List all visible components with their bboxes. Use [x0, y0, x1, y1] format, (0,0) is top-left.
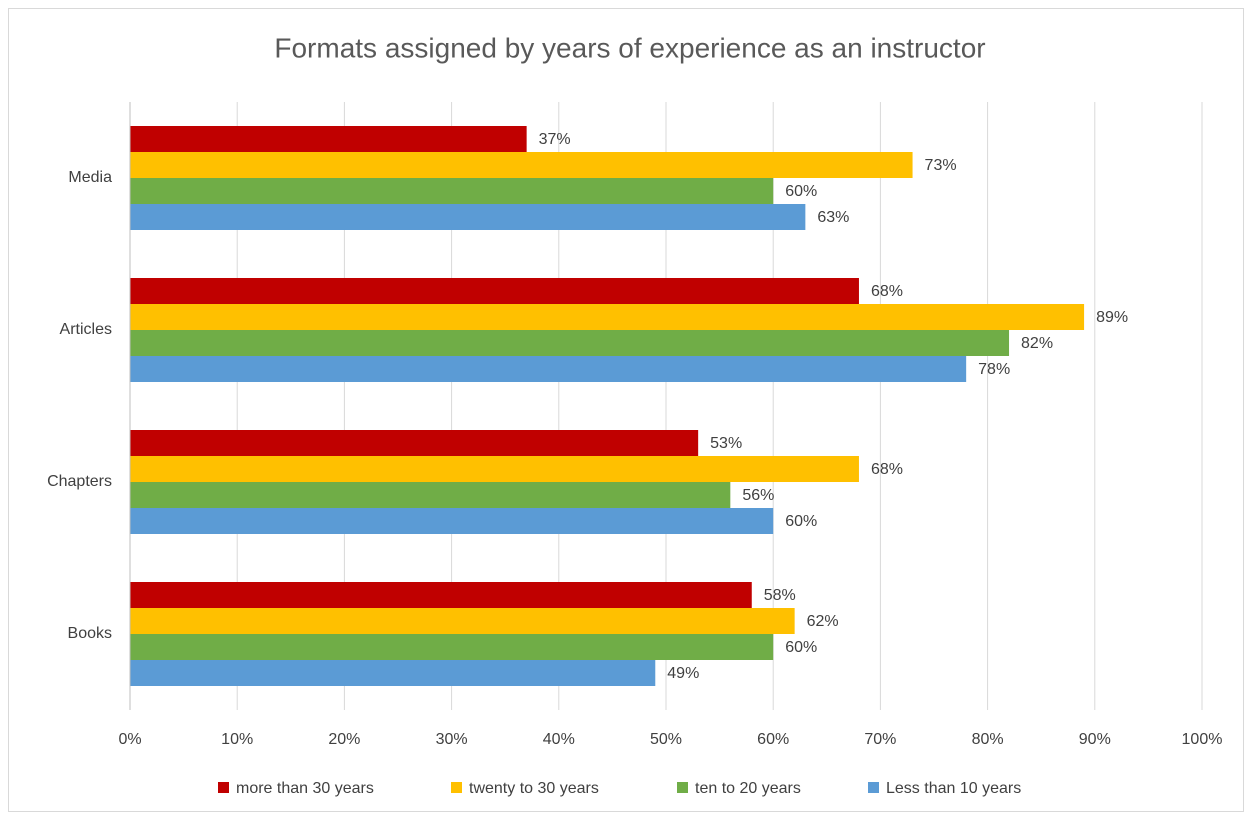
bar — [130, 582, 752, 608]
bar — [130, 508, 774, 534]
legend-label: Less than 10 years — [886, 780, 1021, 797]
legend-swatch — [451, 782, 462, 793]
y-tick-label: Articles — [60, 321, 112, 338]
bar — [130, 178, 774, 204]
bar — [130, 304, 1085, 330]
bar — [130, 660, 656, 686]
data-label: 60% — [785, 639, 817, 656]
data-label: 62% — [807, 613, 839, 630]
data-label: 68% — [871, 461, 903, 478]
data-label: 68% — [871, 283, 903, 300]
data-label: 58% — [764, 587, 796, 604]
bar — [130, 456, 859, 482]
x-tick-label: 20% — [328, 731, 360, 748]
bar — [130, 152, 913, 178]
x-tick-label: 70% — [864, 731, 896, 748]
bar — [130, 204, 806, 230]
data-label: 73% — [925, 157, 957, 174]
x-tick-label: 90% — [1079, 731, 1111, 748]
data-label: 89% — [1096, 309, 1128, 326]
x-tick-label: 50% — [650, 731, 682, 748]
data-label: 56% — [742, 487, 774, 504]
bar — [130, 278, 859, 304]
data-label: 78% — [978, 361, 1010, 378]
legend-swatch — [677, 782, 688, 793]
data-label: 37% — [539, 131, 571, 148]
bar — [130, 126, 527, 152]
x-tick-label: 40% — [543, 731, 575, 748]
chart-title: Formats assigned by years of experience … — [274, 32, 985, 63]
legend-swatch — [218, 782, 229, 793]
x-tick-label: 0% — [118, 731, 141, 748]
x-tick-label: 80% — [972, 731, 1004, 748]
data-label: 49% — [667, 665, 699, 682]
bar — [130, 634, 774, 660]
y-tick-label: Media — [68, 169, 112, 186]
x-tick-label: 60% — [757, 731, 789, 748]
y-tick-label: Books — [68, 625, 112, 642]
x-tick-label: 10% — [221, 731, 253, 748]
legend-label: twenty to 30 years — [469, 780, 599, 797]
data-label: 60% — [785, 513, 817, 530]
legend-swatch — [868, 782, 879, 793]
bar — [130, 356, 967, 382]
bar — [130, 330, 1010, 356]
data-label: 82% — [1021, 335, 1053, 352]
bar — [130, 608, 795, 634]
data-label: 63% — [817, 209, 849, 226]
legend-label: more than 30 years — [236, 780, 374, 797]
data-label: 53% — [710, 435, 742, 452]
bar — [130, 482, 731, 508]
data-label: 60% — [785, 183, 817, 200]
bar — [130, 430, 699, 456]
legend-label: ten to 20 years — [695, 780, 801, 797]
x-tick-label: 100% — [1182, 731, 1223, 748]
x-tick-label: 30% — [436, 731, 468, 748]
y-tick-label: Chapters — [47, 473, 112, 490]
